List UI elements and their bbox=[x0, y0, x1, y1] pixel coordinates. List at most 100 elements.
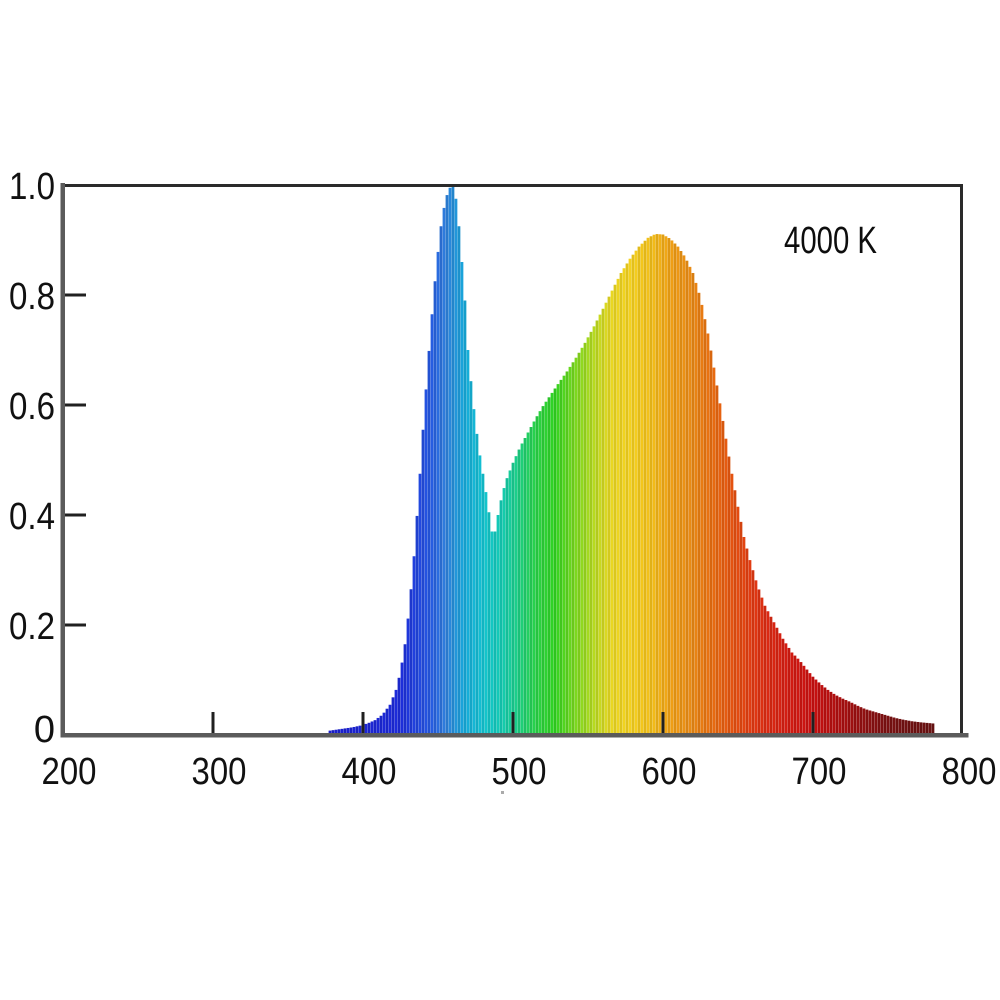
spectrum-bar bbox=[928, 723, 932, 735]
y-tick-mark bbox=[65, 513, 86, 517]
spectrum-bar bbox=[682, 255, 686, 735]
spectrum-bar bbox=[799, 662, 803, 735]
x-tick-mark bbox=[211, 712, 215, 733]
spectrum-bar bbox=[808, 673, 812, 736]
spectrum-bar bbox=[718, 403, 722, 735]
y-axis-line bbox=[60, 183, 65, 737]
spectrum-bar bbox=[577, 352, 581, 735]
spectrum-bar bbox=[451, 185, 455, 735]
y-tick-mark bbox=[65, 403, 86, 407]
spectrum-bar bbox=[883, 714, 887, 735]
spectrum-bar bbox=[364, 723, 368, 735]
x-tick-label: 500 bbox=[492, 751, 547, 793]
top-border bbox=[63, 184, 963, 187]
x-tick-mark bbox=[361, 712, 365, 733]
spectrum-bar bbox=[706, 333, 710, 735]
spectrum-bar bbox=[766, 611, 770, 735]
spectrum-bar bbox=[517, 449, 521, 735]
spectrum-bar bbox=[553, 388, 557, 735]
spectrum-bar bbox=[478, 455, 482, 735]
spectrum-bar bbox=[850, 702, 854, 735]
right-border bbox=[960, 184, 963, 736]
spectrum-bar bbox=[442, 207, 446, 736]
spectrum-bars bbox=[328, 185, 935, 736]
spectrum-bar bbox=[676, 246, 680, 735]
spectrum-bar bbox=[685, 260, 689, 735]
spectrum-bar bbox=[832, 693, 836, 735]
spectrum-bar bbox=[715, 385, 719, 735]
spectrum-bar bbox=[772, 622, 776, 735]
spectrum-bar bbox=[508, 470, 512, 735]
x-tick-mark bbox=[811, 712, 815, 733]
spectrum-bar bbox=[694, 282, 698, 735]
spectrum-bar bbox=[331, 730, 335, 735]
spectrum-bar bbox=[673, 243, 677, 735]
spectrum-bar bbox=[472, 409, 476, 736]
spectrum-bar bbox=[901, 719, 905, 735]
spectrum-bar bbox=[544, 401, 548, 735]
spectrum-bar bbox=[571, 362, 575, 735]
spectrum-bar bbox=[445, 195, 449, 735]
spectrum-bar bbox=[574, 357, 578, 735]
y-tick-mark bbox=[65, 293, 86, 297]
spectrum-bar bbox=[721, 420, 725, 735]
x-tick-label: 800 bbox=[942, 751, 997, 793]
x-tick-mark bbox=[661, 712, 665, 733]
spectrum-bar bbox=[826, 689, 830, 735]
spectrum-bar bbox=[736, 506, 740, 735]
spectrum-bar bbox=[376, 717, 380, 735]
spectrum-bar bbox=[559, 379, 563, 735]
spectrum-bar bbox=[505, 478, 509, 735]
spectrum-bar bbox=[763, 605, 767, 735]
y-tick-label: 0 bbox=[34, 709, 55, 751]
spectrum-bar bbox=[751, 570, 755, 735]
spectrum-bar bbox=[688, 266, 692, 735]
spectrum-bar bbox=[925, 722, 929, 735]
spectrum-bar bbox=[634, 250, 638, 735]
spectrum-bar bbox=[439, 226, 443, 735]
spectrum-bar bbox=[532, 421, 536, 735]
spectrum-bar bbox=[565, 371, 569, 735]
spectrum-bar bbox=[811, 676, 815, 735]
spectrum-bar bbox=[388, 704, 392, 735]
y-tick-mark bbox=[65, 623, 86, 627]
spectrum-bar bbox=[913, 721, 917, 735]
spectrum-bar bbox=[781, 638, 785, 735]
spectrum-bar bbox=[862, 708, 866, 735]
spectrum-bar bbox=[607, 296, 611, 735]
spectrum-bar bbox=[646, 237, 650, 736]
spectrum-bar bbox=[433, 281, 437, 735]
spectrum-bar bbox=[745, 548, 749, 735]
x-tick-label: 300 bbox=[192, 751, 247, 793]
x-tick-label: 700 bbox=[792, 751, 847, 793]
spectrum-bar bbox=[610, 290, 614, 735]
spectrum-bar bbox=[904, 720, 908, 735]
spectrum-bar bbox=[475, 433, 479, 736]
x-axis-line bbox=[60, 733, 969, 738]
spectrum-bar bbox=[658, 234, 662, 735]
spectrum-bar bbox=[424, 389, 428, 735]
spectrum-bar bbox=[889, 716, 893, 735]
spectrum-bar bbox=[661, 234, 665, 735]
y-axis-tick-labels: 0 0.2 0.4 0.6 0.8 1.0 bbox=[9, 166, 55, 751]
spectrum-bar bbox=[346, 727, 350, 735]
spectrum-bar bbox=[922, 722, 926, 736]
spectrum-bar bbox=[385, 708, 389, 735]
x-tick-label: 200 bbox=[42, 751, 97, 793]
spectrum-bar bbox=[343, 728, 347, 735]
speck-artifact bbox=[501, 791, 504, 794]
spectrum-bar bbox=[754, 580, 758, 735]
spectrum-bar bbox=[403, 644, 407, 735]
spectrum-bar bbox=[340, 728, 344, 735]
spectrum-bar bbox=[397, 677, 401, 735]
spectrum-bar bbox=[379, 715, 383, 735]
spectrum-bar bbox=[481, 473, 485, 735]
spectrum-bar bbox=[496, 515, 500, 735]
spectrum-bar bbox=[373, 720, 377, 735]
spectrum-bar bbox=[835, 695, 839, 735]
spectrum-bar bbox=[742, 537, 746, 735]
spectrum-bar bbox=[931, 723, 935, 735]
spectrum-bar bbox=[598, 314, 602, 735]
spectrum-bar bbox=[427, 350, 431, 735]
